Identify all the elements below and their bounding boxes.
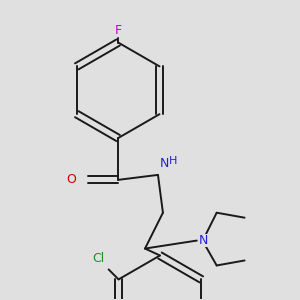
Text: O: O xyxy=(67,173,76,186)
Text: H: H xyxy=(169,156,177,166)
Text: N: N xyxy=(199,234,208,247)
Text: F: F xyxy=(115,23,122,37)
Text: N: N xyxy=(160,157,169,170)
Text: Cl: Cl xyxy=(92,253,105,266)
